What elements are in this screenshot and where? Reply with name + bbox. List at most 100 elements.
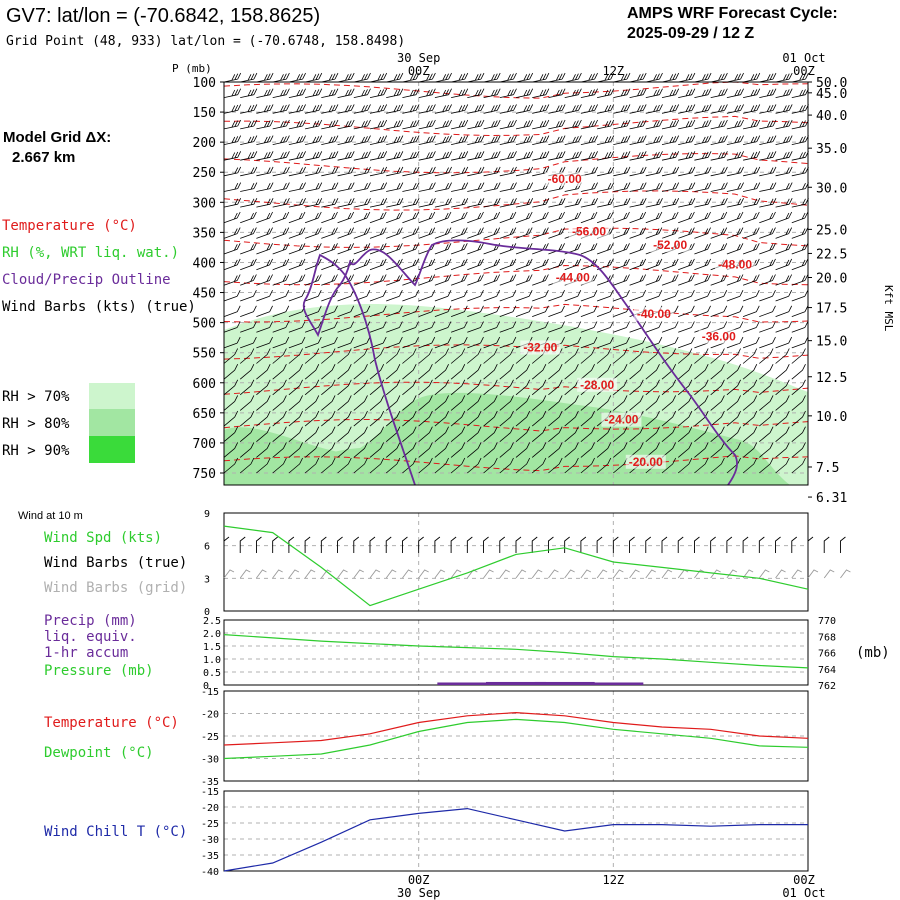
wind-barb bbox=[548, 379, 563, 396]
wind-barb bbox=[759, 135, 777, 145]
wind-barb bbox=[239, 410, 255, 427]
pressure-tick-label: 500 bbox=[193, 317, 216, 332]
bottom-tick-label: 12Z bbox=[602, 873, 624, 887]
wind-barb bbox=[305, 88, 323, 98]
wind-barb bbox=[483, 305, 501, 317]
wind-barb bbox=[353, 410, 368, 427]
wind-barb bbox=[483, 88, 501, 98]
wind-barb bbox=[369, 135, 388, 145]
wind-barb bbox=[288, 104, 306, 114]
legend-precip-2: liq. equiv. bbox=[44, 629, 137, 645]
wind-barb bbox=[386, 321, 403, 333]
kft-tick-label: 15.0 bbox=[816, 335, 847, 350]
wind-barb bbox=[661, 151, 680, 161]
wind-barb bbox=[288, 258, 306, 271]
wind-barb bbox=[288, 321, 306, 333]
wind-barb bbox=[337, 166, 355, 177]
wind-barb bbox=[499, 151, 517, 161]
wind-barb bbox=[694, 227, 711, 239]
wind-barb bbox=[386, 88, 404, 98]
wind-barb bbox=[515, 227, 533, 239]
wind-barb bbox=[402, 135, 420, 145]
wind-barb bbox=[678, 274, 695, 286]
wind-barb bbox=[402, 348, 417, 364]
surface-wind-barb-true bbox=[677, 536, 684, 553]
surface-wind-barb-grid bbox=[661, 569, 673, 579]
cloud-outline-path bbox=[302, 239, 738, 486]
pressure-ytick-label: 768 bbox=[818, 632, 836, 643]
wind-barb bbox=[304, 211, 322, 224]
surface-wind-barb-grid bbox=[418, 569, 429, 579]
wind-barb bbox=[321, 104, 339, 114]
wind-barb bbox=[256, 211, 273, 224]
wind-barb bbox=[467, 290, 484, 302]
wind-barb bbox=[402, 305, 419, 317]
wind-barb bbox=[726, 119, 744, 130]
wind-barb bbox=[726, 336, 744, 349]
surface-wind-barb-true bbox=[466, 536, 473, 553]
wind-barb bbox=[677, 379, 693, 396]
wind-barb bbox=[304, 227, 322, 239]
wind-barb bbox=[272, 379, 287, 396]
wind-barb bbox=[515, 305, 533, 317]
wind-barb bbox=[645, 72, 663, 83]
surface-wind-barb-true bbox=[337, 536, 343, 553]
surface-wind-barb-true bbox=[304, 536, 311, 553]
wind-barb bbox=[775, 305, 793, 317]
wind-barb bbox=[337, 348, 352, 364]
wind-barb bbox=[434, 348, 449, 364]
temperature-contour-label: -20.00 bbox=[629, 455, 663, 469]
wind-barb bbox=[580, 457, 595, 474]
wind-barb bbox=[613, 151, 631, 161]
wind-barb bbox=[321, 442, 336, 458]
wind-barb bbox=[580, 104, 598, 114]
wind-barb bbox=[694, 379, 709, 396]
wind-barb bbox=[580, 243, 598, 255]
wind-barb bbox=[239, 442, 255, 458]
surface-wind-barb-true bbox=[823, 536, 830, 553]
wind-barb bbox=[678, 258, 695, 271]
wind-barb bbox=[678, 151, 696, 161]
wind-barb bbox=[499, 457, 514, 474]
wind-barb bbox=[726, 274, 744, 286]
wind-barb bbox=[791, 227, 809, 239]
cross-section-frame bbox=[223, 81, 809, 486]
wind-barb bbox=[532, 211, 549, 224]
wind-barb bbox=[337, 182, 355, 192]
wind-barb bbox=[710, 290, 728, 302]
wind-barb bbox=[775, 348, 790, 364]
contour-label-bg bbox=[633, 306, 674, 321]
wind-barb bbox=[483, 348, 498, 364]
wind-barb bbox=[386, 198, 404, 208]
wind-barb bbox=[678, 336, 695, 349]
wind-barb bbox=[223, 274, 241, 286]
wind-barb bbox=[710, 426, 725, 443]
wind-barb bbox=[467, 166, 485, 177]
wind-barb bbox=[775, 243, 793, 255]
wind-barb bbox=[791, 119, 809, 130]
wind-barb bbox=[743, 135, 761, 145]
wind-barb bbox=[272, 321, 290, 333]
wind-barb bbox=[515, 104, 534, 114]
wind-barb bbox=[353, 336, 371, 349]
isotherm-line bbox=[223, 264, 809, 286]
wind-barb bbox=[597, 182, 615, 192]
wind-barb bbox=[499, 119, 517, 130]
wind-barb bbox=[629, 426, 644, 443]
wind-barb bbox=[531, 442, 547, 458]
wind-barb bbox=[613, 348, 628, 364]
wind-barb bbox=[775, 198, 793, 208]
forecast-cycle-value: 2025-09-29 / 12 Z bbox=[627, 25, 754, 42]
wind-barb bbox=[661, 457, 677, 474]
wind-barb bbox=[256, 243, 273, 255]
wind-barb bbox=[791, 457, 806, 474]
pressure-tick-label: 350 bbox=[193, 226, 216, 241]
wind-barb bbox=[726, 395, 741, 411]
pressure-tick-label: 100 bbox=[193, 76, 216, 91]
wind-barb bbox=[564, 119, 582, 130]
wind-barb bbox=[434, 227, 452, 239]
wind-barb bbox=[710, 305, 728, 317]
grid-point-subtitle: Grid Point (48, 933) lat/lon = (-70.6748… bbox=[6, 34, 405, 49]
wind-barb bbox=[678, 211, 695, 224]
wind-barb bbox=[483, 182, 501, 192]
